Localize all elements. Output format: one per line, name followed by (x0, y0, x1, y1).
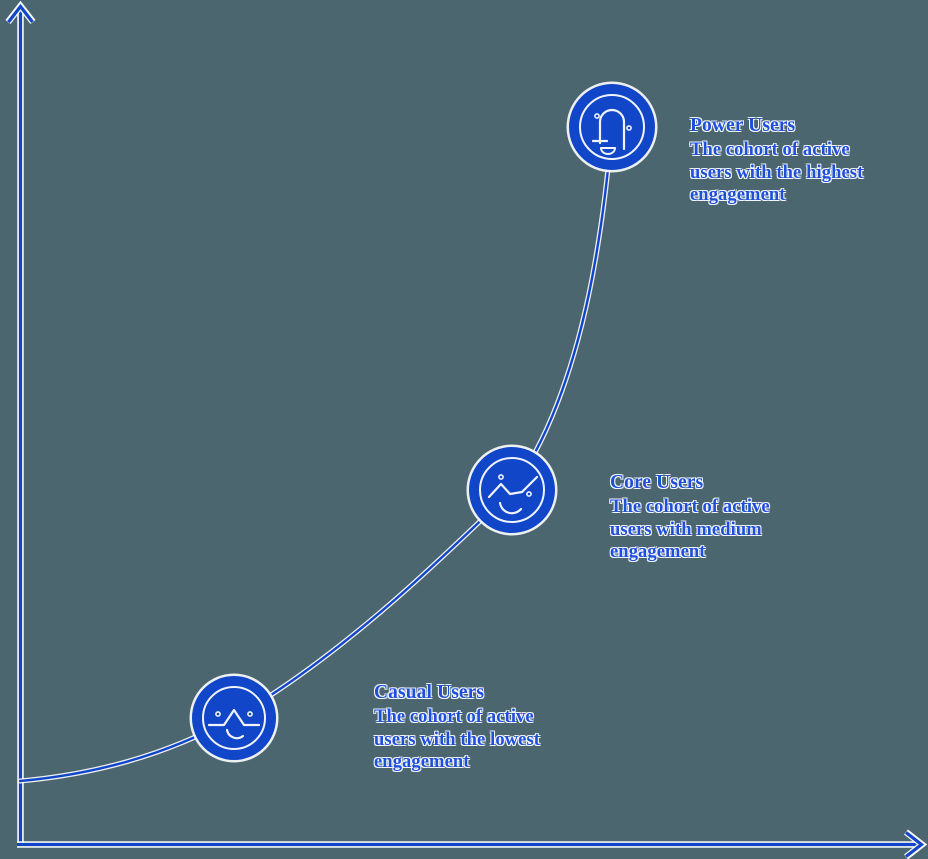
core-user-face-icon[interactable] (466, 444, 558, 536)
annotation-description-core: The cohort of active users with medium e… (610, 496, 770, 564)
annotation-line: engagement (610, 542, 706, 563)
annotation-line: engagement (374, 752, 470, 773)
x-axis-arrow (17, 829, 928, 859)
engagement-growth-curve (17, 124, 615, 784)
annotation-title-power: Power Users (690, 115, 796, 136)
annotation-line: users with medium (610, 519, 762, 540)
annotation-line: The cohort of active (690, 139, 850, 160)
power-user-face-icon[interactable] (566, 81, 658, 173)
annotation-line: users with the lowest (374, 729, 541, 750)
annotation-title-core: Core Users (610, 472, 704, 493)
annotation-title-casual: Casual Users (374, 682, 485, 703)
y-axis-arrow (5, 0, 36, 845)
annotation-line: The cohort of active (610, 496, 770, 517)
annotation-description-casual: The cohort of active users with the lowe… (374, 706, 540, 774)
annotation-casual-users: Casual Users The cohort of active users … (374, 681, 540, 774)
axis-group (5, 0, 928, 859)
annotation-line: The cohort of active (374, 706, 534, 727)
annotation-description-power: The cohort of active users with the high… (690, 139, 863, 207)
casual-user-face-icon[interactable] (189, 673, 279, 763)
annotation-core-users: Core Users The cohort of active users wi… (610, 471, 770, 564)
annotation-line: engagement (690, 185, 786, 206)
annotation-power-users: Power Users The cohort of active users w… (690, 114, 863, 207)
annotation-line: users with the highest (690, 162, 864, 183)
